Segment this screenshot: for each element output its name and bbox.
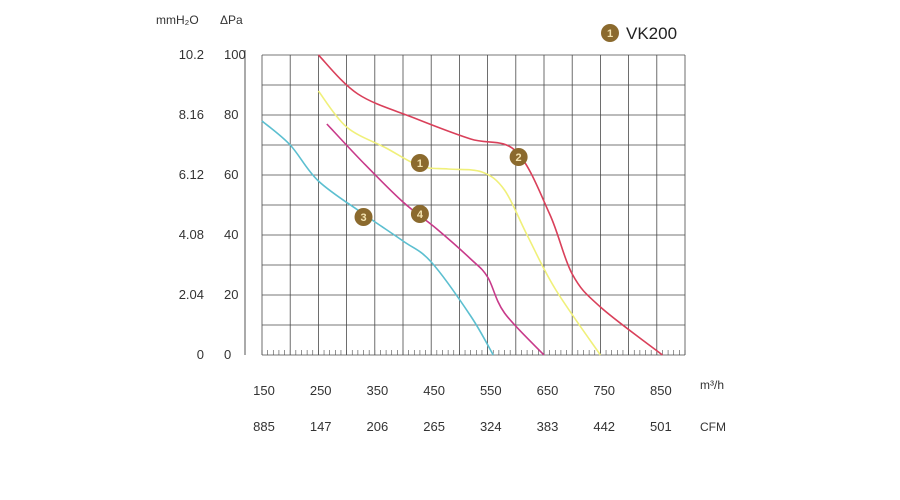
x-tick-cfm: 206 <box>367 419 389 434</box>
y-unit-left: mmH₂O <box>156 13 199 27</box>
curve-3 <box>261 120 494 356</box>
x-tick-cfm: 324 <box>480 419 502 434</box>
curve-marker-3 <box>354 208 373 226</box>
curve-marker-1 <box>410 154 429 172</box>
legend-marker <box>601 24 619 42</box>
x-tick-cfm: 885 <box>253 419 275 434</box>
y-tick-pa: 60 <box>224 167 238 182</box>
x-tick-cfm: 383 <box>537 419 559 434</box>
y-tick-pa: 80 <box>224 107 238 122</box>
legend-label: VK200 <box>626 24 677 43</box>
grid <box>261 54 686 356</box>
curve-markers: 1 2 3 4 <box>354 148 528 226</box>
y-tick-pa: 100 <box>224 47 246 62</box>
legend: 1 VK200 <box>601 24 677 43</box>
y-tick-mmh2o: 6.12 <box>179 167 204 182</box>
x-tick-cfm: 442 <box>593 419 615 434</box>
x-tick-m3h: 150 <box>253 383 275 398</box>
x-tick-m3h: 650 <box>537 383 559 398</box>
x-tick-m3h: 850 <box>650 383 672 398</box>
x-tick-cfm: 147 <box>310 419 332 434</box>
y-tick-mmh2o: 10.2 <box>179 47 204 62</box>
curve-marker-number-1: 1 <box>417 158 423 170</box>
y-tick-mmh2o: 4.08 <box>179 227 204 242</box>
x-tick-m3h: 750 <box>593 383 615 398</box>
x-unit-primary: m³/h <box>700 378 724 392</box>
x-tick-m3h: 350 <box>367 383 389 398</box>
curve-marker-number-4: 4 <box>417 209 424 221</box>
legend-marker-number: 1 <box>607 28 613 40</box>
x-tick-m3h: 550 <box>480 383 502 398</box>
x-tick-cfm: 265 <box>423 419 445 434</box>
x-tick-m3h: 250 <box>310 383 332 398</box>
curve-marker-number-3: 3 <box>360 212 366 224</box>
curve-marker-2 <box>509 148 528 166</box>
x-tick-cfm: 501 <box>650 419 672 434</box>
curve-4 <box>326 123 545 356</box>
y-tick-pa: 0 <box>224 347 231 362</box>
y-tick-pa: 20 <box>224 287 238 302</box>
y-tick-mmh2o: 2.04 <box>179 287 204 302</box>
y-unit-right: ΔPa <box>220 13 243 27</box>
curve-marker-number-2: 2 <box>516 152 522 164</box>
x-unit-secondary: CFM <box>700 420 726 434</box>
y-tick-mmh2o: 0 <box>197 347 204 362</box>
tick-labels: 10.2 8.16 6.12 4.08 2.04 0 100 80 60 40 20 0 150 250 3… <box>179 47 672 434</box>
curve-1 <box>317 90 602 356</box>
x-tick-m3h: 450 <box>423 383 445 398</box>
y-tick-pa: 40 <box>224 227 238 242</box>
curve-marker-4 <box>410 205 429 223</box>
y-tick-mmh2o: 8.16 <box>179 107 204 122</box>
